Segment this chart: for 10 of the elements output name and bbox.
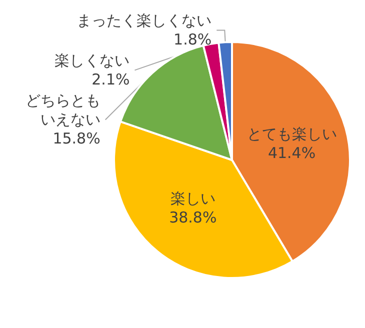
slice-label: どちらともいえない (25, 92, 100, 129)
slice-label: とても楽しい (246, 125, 337, 144)
data-label: 2.1% (92, 70, 130, 89)
slice-label: 楽しい (170, 190, 216, 208)
data-label: 15.8% (52, 130, 100, 148)
slice-label: まったく楽しくない (76, 12, 212, 30)
data-label: 1.8% (174, 30, 212, 49)
slice-label: 楽しくない (54, 52, 130, 70)
data-label: 38.8% (169, 208, 217, 227)
data-label: 41.4% (268, 144, 316, 162)
